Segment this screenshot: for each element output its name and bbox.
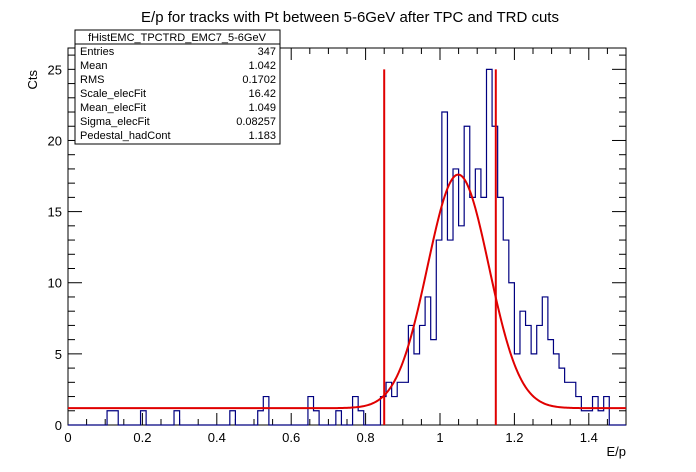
y-tick-label: 10 — [48, 276, 62, 291]
histogram-bin — [520, 311, 526, 425]
histogram-bin — [587, 411, 593, 425]
stats-box-name: fHistEMC_TPCTRD_EMC7_5-6GeV — [88, 32, 267, 44]
y-tick-label: 0 — [55, 418, 62, 433]
stats-row-label: Pedestal_hadCont — [80, 130, 171, 142]
histogram-bin — [353, 397, 359, 425]
histogram-bin — [141, 411, 147, 425]
histogram-bin — [258, 411, 264, 425]
histogram-bin — [559, 368, 565, 425]
histogram-bin — [263, 397, 269, 425]
stats-box-frame — [74, 29, 281, 145]
stats-row-value: 1.183 — [248, 130, 276, 142]
stats-box: fHistEMC_TPCTRD_EMC7_5-6GeV Entries 347 Me… — [74, 29, 281, 145]
cut-lines — [383, 69, 497, 425]
chart-title: E/p for tracks with Pt between 5-6GeV af… — [141, 9, 559, 26]
histogram-bin — [526, 325, 532, 425]
histogram-bin — [447, 240, 453, 425]
histogram-bin — [464, 126, 470, 425]
histogram-bin — [531, 354, 537, 425]
x-tick-label: 0.4 — [208, 430, 226, 445]
stats-row-value: 1.049 — [248, 102, 276, 114]
histogram-bin — [230, 411, 236, 425]
histogram-bin — [107, 411, 113, 425]
stats-row-label: Mean — [80, 60, 108, 72]
histogram-bin — [470, 197, 476, 425]
histogram-bin — [425, 297, 431, 425]
stats-row-label: Entries — [80, 46, 115, 58]
fit-curve — [68, 173, 626, 410]
histogram-bin — [397, 382, 403, 425]
histogram-bin — [314, 411, 320, 425]
histogram-bin — [392, 397, 398, 425]
y-tick-label: 25 — [48, 62, 62, 77]
stats-row-value: 0.1702 — [242, 74, 276, 86]
histogram-bin — [576, 397, 582, 425]
stats-row-value: 1.042 — [248, 60, 276, 72]
histogram-bin — [487, 69, 493, 425]
histogram-bin — [174, 411, 180, 425]
histogram-bin — [548, 340, 554, 425]
x-tick-label: 1.4 — [580, 430, 598, 445]
histogram-bin — [593, 397, 599, 425]
histogram-bin — [542, 297, 548, 425]
histogram-bin — [336, 411, 342, 425]
stats-row-label: Sigma_elecFit — [80, 116, 150, 128]
y-tick-label: 15 — [48, 205, 62, 220]
histogram-bin — [442, 112, 448, 425]
stats-row-value: 0.08257 — [236, 116, 276, 128]
x-tick-label: 1 — [436, 430, 443, 445]
x-tick-label: 0.6 — [282, 430, 300, 445]
histogram-bin — [475, 169, 481, 425]
histogram-bin — [414, 354, 420, 425]
y-tick-label: 20 — [48, 133, 62, 148]
x-axis-label: E/p — [606, 444, 626, 459]
histogram-bin — [358, 411, 364, 425]
stats-row-value: 347 — [258, 46, 276, 58]
histogram-bin — [553, 354, 559, 425]
histogram-bin — [581, 411, 587, 425]
stats-row-label: RMS — [80, 74, 104, 86]
histogram-bin — [565, 382, 571, 425]
x-tick-label: 0.8 — [357, 430, 375, 445]
histogram-bin — [431, 340, 437, 425]
y-axis-label: Cts — [25, 70, 40, 90]
histogram-bin — [113, 411, 119, 425]
x-tick-label: 0.2 — [133, 430, 151, 445]
y-tick-label: 5 — [55, 347, 62, 362]
x-tick-label: 0 — [64, 430, 71, 445]
stats-row-value: 16.42 — [248, 88, 276, 100]
histogram-bin — [308, 397, 314, 425]
histogram-bin — [420, 325, 426, 425]
histogram-bin — [403, 382, 409, 425]
histogram-bin — [570, 382, 576, 425]
histogram-bin — [537, 325, 543, 425]
x-tick-label: 1.2 — [505, 430, 523, 445]
stats-row-label: Scale_elecFit — [80, 88, 146, 100]
stats-row-label: Mean_elecFit — [80, 102, 146, 114]
histogram-bin — [453, 169, 459, 425]
histogram-bin — [459, 226, 465, 425]
histogram-bin — [598, 411, 604, 425]
histogram-bin — [436, 240, 442, 425]
x-axis: 0 0.2 0.4 0.6 0.8 1 1.2 1.4 — [64, 48, 608, 445]
histogram-bin — [604, 397, 610, 425]
